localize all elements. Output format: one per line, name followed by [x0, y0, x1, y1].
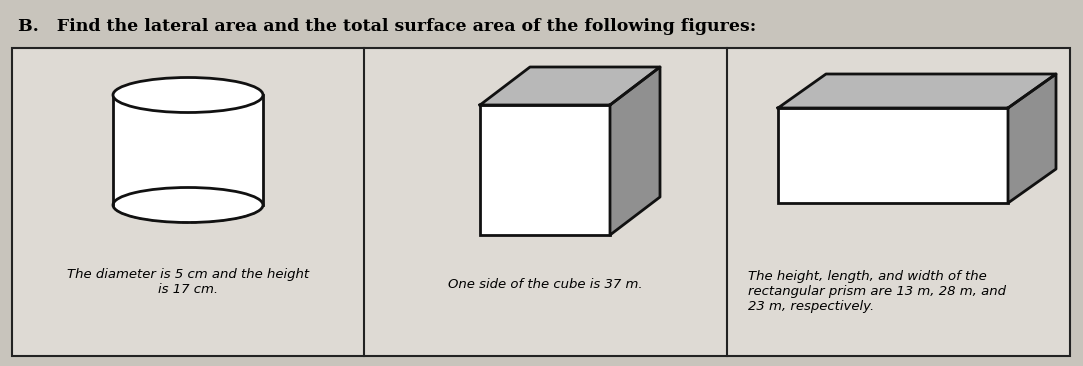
Polygon shape	[480, 67, 660, 105]
Bar	[113, 95, 263, 205]
Ellipse shape	[113, 187, 263, 223]
Bar	[778, 108, 1008, 203]
Bar	[12, 48, 1070, 356]
Bar	[480, 105, 610, 235]
Polygon shape	[610, 67, 660, 235]
Ellipse shape	[113, 78, 263, 112]
Text: B.   Find the lateral area and the total surface area of the following figures:: B. Find the lateral area and the total s…	[18, 18, 756, 35]
Polygon shape	[1008, 74, 1056, 203]
Text: The diameter is 5 cm and the height
is 17 cm.: The diameter is 5 cm and the height is 1…	[67, 268, 309, 296]
Text: The height, length, and width of the
rectangular prism are 13 m, 28 m, and
23 m,: The height, length, and width of the rec…	[748, 270, 1006, 313]
Text: One side of the cube is 37 m.: One side of the cube is 37 m.	[447, 278, 642, 291]
Polygon shape	[778, 74, 1056, 108]
